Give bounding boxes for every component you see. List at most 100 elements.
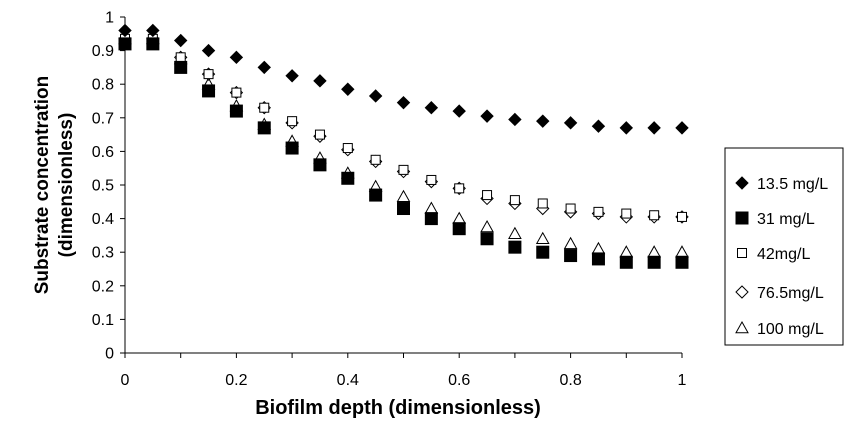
data-point <box>175 52 186 63</box>
data-point <box>231 87 242 98</box>
x-tick-label: 0.6 <box>448 372 470 389</box>
data-point <box>202 84 216 98</box>
x-tick-label: 0.8 <box>559 372 581 389</box>
data-point <box>619 255 633 269</box>
legend-label: 76.5mg/L <box>757 285 824 302</box>
y-axis-title-line-2: (dimensionless) <box>56 113 77 258</box>
data-point <box>424 201 439 214</box>
data-point <box>647 255 661 269</box>
data-point <box>201 43 216 58</box>
legend-marker <box>735 320 749 334</box>
data-point <box>285 69 299 83</box>
data-point <box>396 189 411 203</box>
data-point <box>313 74 327 88</box>
y-tick-label: 0.7 <box>92 110 114 127</box>
data-point <box>591 241 606 255</box>
data-point <box>649 210 660 221</box>
y-tick-label: 0.5 <box>92 178 114 195</box>
data-point <box>508 226 522 240</box>
legend: 13.5 mg/L 31 mg/L 42mg/L 76.5mg/L 100 mg/L <box>724 147 844 346</box>
data-point <box>341 171 355 185</box>
data-point <box>229 50 244 65</box>
data-point <box>536 114 550 128</box>
data-point <box>675 121 689 135</box>
data-point <box>508 240 522 254</box>
data-point <box>118 23 132 38</box>
data-point <box>342 143 353 154</box>
data-point <box>452 222 466 236</box>
data-point <box>287 116 298 127</box>
x-tick-label: 1 <box>678 372 687 389</box>
data-point <box>563 236 578 250</box>
legend-label: 13.5 mg/L <box>757 176 828 193</box>
y-tick-label: 0.1 <box>92 312 114 329</box>
data-point <box>203 69 214 80</box>
plot-area <box>124 17 682 354</box>
data-point <box>536 245 550 259</box>
legend-marker <box>735 211 749 225</box>
legend-label: 100 mg/L <box>757 321 824 338</box>
data-point <box>229 104 243 118</box>
data-point <box>621 208 632 219</box>
series-1 <box>118 37 689 269</box>
data-point <box>563 116 578 130</box>
data-point <box>480 109 494 123</box>
series-4 <box>118 31 689 258</box>
legend-marker <box>735 285 749 299</box>
y-tick-label: 0.2 <box>92 278 114 295</box>
data-point <box>537 198 548 209</box>
data-point <box>118 37 132 51</box>
legend-label: 42mg/L <box>757 246 810 263</box>
data-point <box>535 231 550 245</box>
y-tick-label: 0.3 <box>92 245 114 262</box>
data-point <box>480 219 494 233</box>
data-point <box>564 249 578 263</box>
data-point <box>619 245 634 258</box>
data-point <box>257 60 271 75</box>
data-point <box>397 202 410 216</box>
x-tick-label: 0 <box>121 372 130 389</box>
data-point <box>313 158 327 172</box>
data-point <box>675 255 689 269</box>
data-point <box>174 60 188 74</box>
data-point <box>341 82 355 96</box>
data-point <box>146 23 160 38</box>
data-point <box>482 190 493 201</box>
y-tick-label: 1 <box>105 10 114 27</box>
data-point <box>509 195 520 206</box>
data-point <box>426 174 437 185</box>
series-0 <box>118 23 689 135</box>
data-point <box>593 206 604 217</box>
data-point <box>565 203 576 214</box>
data-point <box>619 121 634 135</box>
legend-marker <box>737 248 747 258</box>
series-2 <box>120 33 687 222</box>
data-point <box>591 119 606 133</box>
y-tick-label: 0.8 <box>92 77 114 94</box>
data-point <box>368 89 383 103</box>
data-point <box>452 211 467 224</box>
y-tick-label: 0 <box>105 346 114 363</box>
y-axis-ticks: 0 0.1 0.2 0.3 0.4 0.5 0.6 0.7 0.8 0.9 1 <box>92 10 125 363</box>
data-point <box>675 245 689 258</box>
y-tick-label: 0.9 <box>92 43 114 60</box>
data-point <box>424 101 439 115</box>
data-point <box>647 245 661 258</box>
y-tick-label: 0.6 <box>92 144 114 161</box>
data-point <box>369 188 383 202</box>
x-tick-label: 0.4 <box>337 372 359 389</box>
data-point <box>480 232 494 246</box>
data-point <box>396 95 411 110</box>
y-axis-title: Substrate concentration (dimensionless) <box>32 76 77 295</box>
data-point <box>370 154 381 165</box>
x-tick-label: 0.2 <box>225 372 247 389</box>
data-point <box>508 112 522 127</box>
y-tick-label: 0.4 <box>92 211 114 228</box>
data-point <box>424 212 438 226</box>
data-point <box>257 121 271 135</box>
data-point <box>591 252 605 266</box>
data-point <box>454 183 465 194</box>
data-point <box>452 104 466 118</box>
data-point <box>647 121 661 135</box>
